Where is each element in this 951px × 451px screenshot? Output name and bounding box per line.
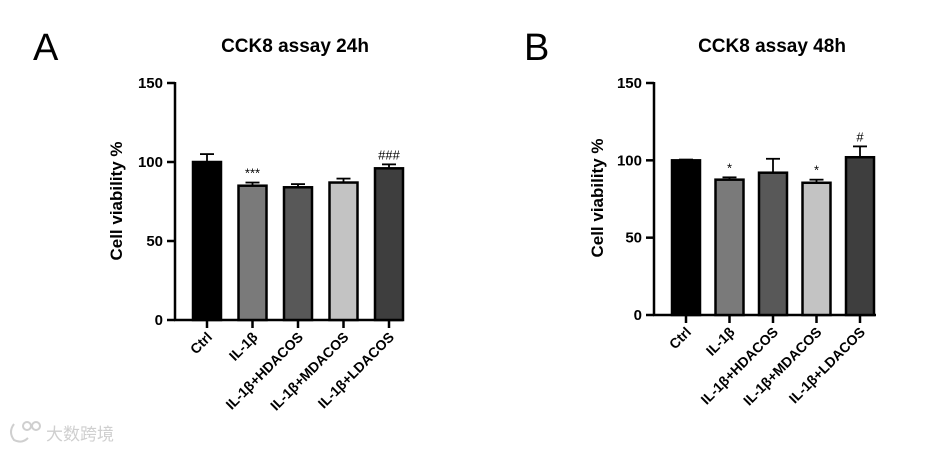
watermark: 大数跨境 xyxy=(10,421,114,444)
bar xyxy=(670,159,702,317)
y-tick-label: 150 xyxy=(138,75,163,92)
chart-panel-a: A CCK8 assay 24h Cell viability % 0 50 100 150… xyxy=(33,27,405,414)
significance-label: # xyxy=(856,129,864,144)
category-label: IL-1β xyxy=(703,323,738,358)
bar xyxy=(237,184,268,322)
chart-title: CCK8 assay 48h xyxy=(698,36,846,57)
y-axis-label: Cell viability % xyxy=(588,138,607,257)
category-label: IL-1β+HDACOS xyxy=(222,329,306,413)
bar xyxy=(714,178,745,317)
panel-letter: B xyxy=(524,27,549,69)
y-tick-label: 0 xyxy=(155,312,163,329)
panel-letter: A xyxy=(33,27,59,69)
category-label: Ctrl xyxy=(666,324,694,352)
y-tick-label: 150 xyxy=(617,75,642,92)
category-label: IL-1β+LDACOS xyxy=(786,324,869,407)
bar xyxy=(191,160,223,322)
bar xyxy=(844,155,876,317)
watermark-logo-icon xyxy=(10,421,41,443)
y-axis-label: Cell viability % xyxy=(107,141,126,260)
chart-title: CCK8 assay 24h xyxy=(221,36,369,57)
bar xyxy=(373,167,405,322)
significance-label: ### xyxy=(378,147,400,162)
significance-label: * xyxy=(727,160,732,175)
watermark-text: 大数跨境 xyxy=(46,425,114,444)
y-tick-label: 100 xyxy=(617,152,642,169)
bar xyxy=(757,171,789,317)
category-label: IL-1β xyxy=(226,328,261,363)
significance-label: *** xyxy=(245,166,260,181)
significance-label: * xyxy=(814,163,819,178)
bar xyxy=(328,181,359,322)
category-label: IL-1β+MDACOS xyxy=(267,329,352,414)
bar xyxy=(801,181,832,317)
y-tick-label: 100 xyxy=(138,154,163,171)
y-tick-label: 0 xyxy=(634,307,642,324)
y-tick-label: 50 xyxy=(625,230,642,247)
category-label: IL-1β+MDACOS xyxy=(740,324,825,409)
bar xyxy=(282,186,314,322)
category-label: Ctrl xyxy=(187,329,215,357)
y-tick-label: 50 xyxy=(146,233,163,250)
category-label: IL-1β+HDACOS xyxy=(697,324,781,408)
chart-panel-b: B CCK8 assay 48h Cell viability % 0 50 100 150… xyxy=(524,27,876,409)
